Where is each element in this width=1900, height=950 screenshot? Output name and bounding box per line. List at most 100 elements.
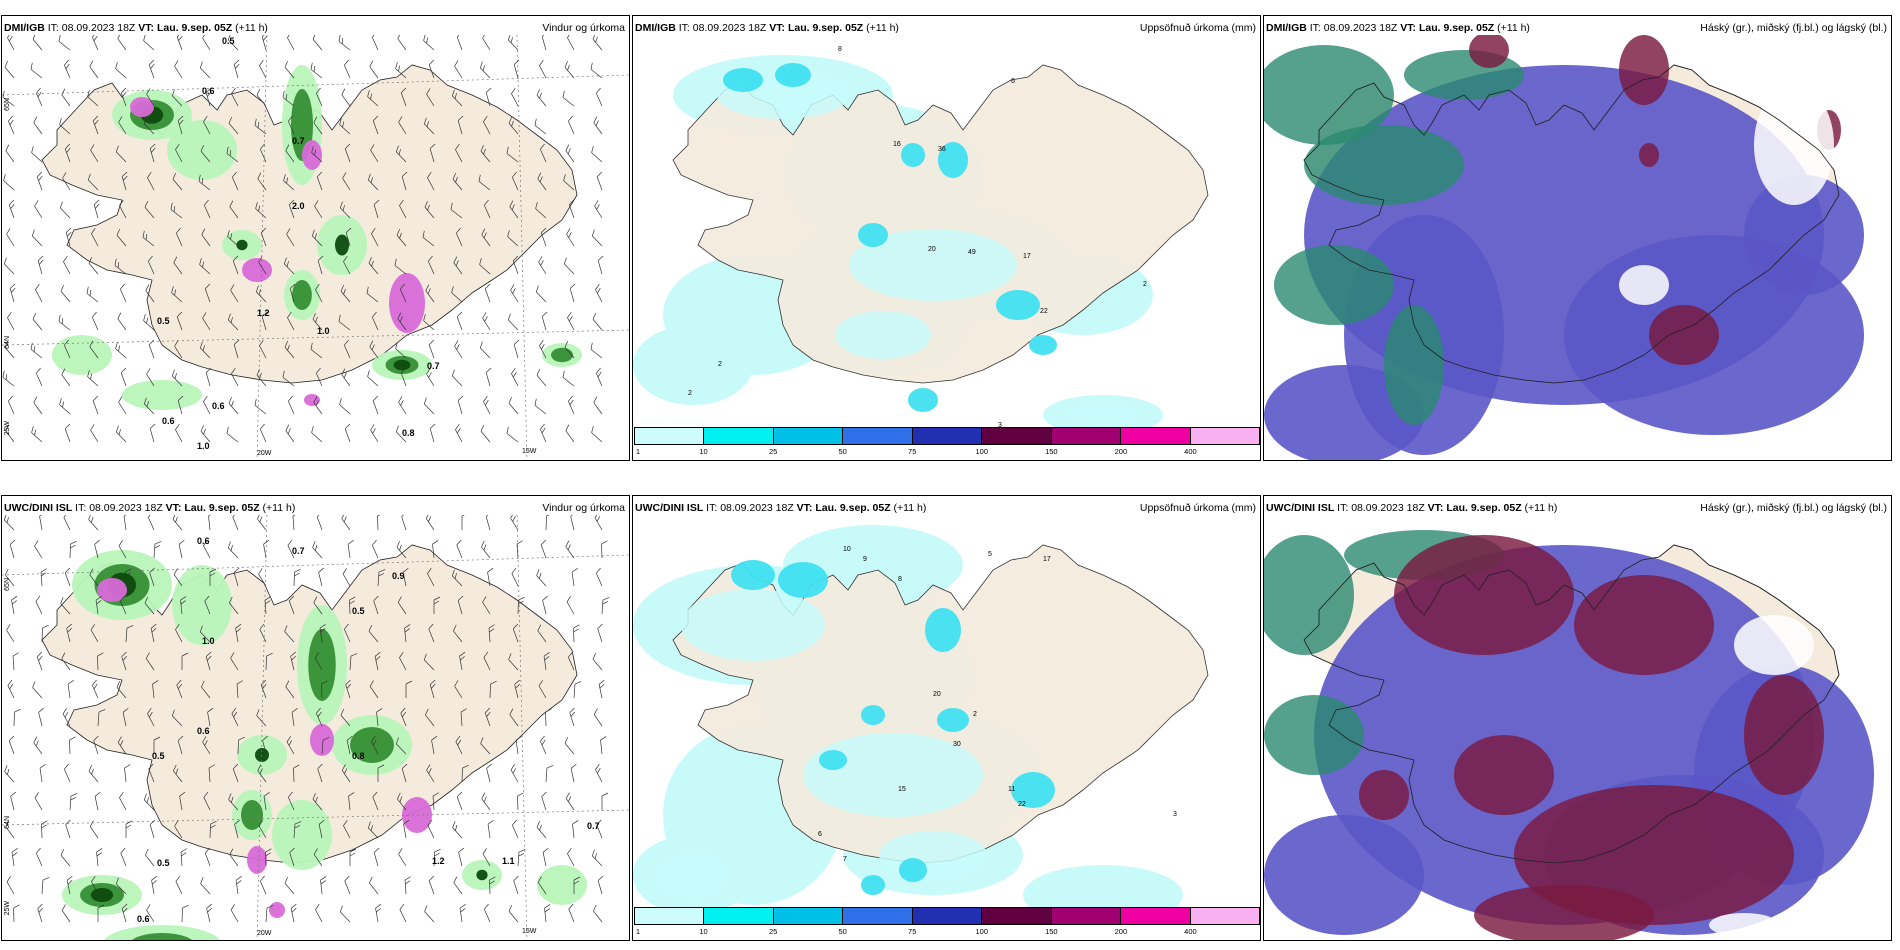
wind-barb-feather bbox=[401, 763, 408, 769]
wind-barb bbox=[200, 424, 211, 443]
wind-barb bbox=[345, 679, 352, 699]
wind-barb bbox=[143, 793, 155, 811]
wind-barb-feather bbox=[456, 311, 463, 318]
wind-barb bbox=[254, 398, 267, 415]
wind-barb-feather bbox=[592, 652, 596, 660]
wind-barb bbox=[121, 171, 128, 191]
wind-barb bbox=[202, 35, 211, 51]
wind-barb-feather bbox=[597, 287, 601, 294]
accum-precip-area bbox=[731, 560, 775, 590]
legend-color-swatch bbox=[704, 908, 774, 924]
wind-barb bbox=[425, 708, 435, 727]
wind-barb bbox=[143, 117, 155, 135]
wind-barb-shaft bbox=[371, 545, 379, 559]
model-source: UWC/DINI ISL bbox=[635, 502, 704, 514]
wind-barb-feather bbox=[149, 567, 155, 573]
wind-barb-feather bbox=[397, 312, 402, 319]
wind-barb-feather bbox=[395, 145, 399, 153]
wind-barb-shaft bbox=[482, 601, 491, 615]
wind-barb-feather bbox=[349, 596, 356, 601]
wind-barb-feather bbox=[93, 199, 100, 205]
wind-barb bbox=[202, 736, 211, 755]
lead-time: (+11 h) bbox=[262, 502, 296, 514]
wind-barb-shaft bbox=[200, 347, 211, 359]
wind-barb-shaft bbox=[150, 628, 155, 643]
wind-barb-shaft bbox=[397, 602, 407, 615]
wind-barb-feather bbox=[480, 424, 484, 432]
wind-barb-shaft bbox=[424, 123, 435, 135]
wind-barb bbox=[510, 284, 519, 303]
wind-barb-feather bbox=[233, 339, 240, 345]
wind-barb-feather bbox=[367, 90, 370, 97]
wind-barb-feather bbox=[366, 286, 369, 294]
wind-barb-feather bbox=[284, 60, 288, 68]
wind-barb-feather bbox=[339, 398, 342, 405]
wind-barb bbox=[395, 145, 407, 163]
wind-barb-feather bbox=[590, 342, 593, 350]
wind-barb-feather bbox=[292, 515, 299, 517]
wind-barb-feather bbox=[512, 288, 516, 294]
wind-barb bbox=[259, 143, 267, 163]
accum-precip-map bbox=[633, 515, 1260, 940]
wind-barb-feather bbox=[288, 791, 293, 798]
wind-barb-shaft bbox=[201, 686, 211, 699]
wind-barb bbox=[399, 199, 407, 219]
wind-barb-shaft bbox=[454, 345, 463, 359]
wind-barb-feather bbox=[573, 624, 580, 629]
wind-barb bbox=[452, 172, 463, 191]
wind-barb-feather bbox=[235, 623, 242, 629]
model-source: UWC/DINI ISL bbox=[1266, 502, 1335, 514]
wind-barb-feather bbox=[594, 853, 597, 859]
accum-value-label: 22 bbox=[1040, 308, 1048, 315]
wind-barb-shaft bbox=[151, 880, 155, 895]
wind-barb-feather bbox=[67, 627, 72, 633]
wind-barb-feather bbox=[182, 904, 189, 909]
wind-barb-feather bbox=[401, 711, 407, 717]
wind-barb-feather bbox=[404, 624, 411, 629]
wind-barb bbox=[208, 515, 215, 531]
wind-barb-shaft bbox=[284, 263, 295, 275]
wind-barb-feather bbox=[199, 258, 202, 265]
wind-barb bbox=[340, 284, 351, 303]
wind-barb bbox=[423, 314, 435, 331]
accum-value-label: 20 bbox=[933, 691, 941, 698]
wind-barb-shaft bbox=[6, 629, 15, 643]
wind-barb-feather bbox=[287, 344, 290, 351]
wind-barb bbox=[402, 567, 409, 587]
wind-barb-feather bbox=[483, 115, 488, 122]
wind-barb-feather bbox=[314, 200, 319, 207]
wind-barb-shaft bbox=[125, 628, 128, 643]
wind-barb-shaft bbox=[565, 798, 575, 811]
legend-color-swatch bbox=[912, 428, 983, 444]
wind-barb-shaft bbox=[453, 262, 463, 275]
wind-barb bbox=[509, 708, 519, 727]
precip-area bbox=[255, 748, 269, 762]
wind-barb bbox=[35, 595, 43, 615]
wind-barb-feather bbox=[210, 824, 216, 829]
wind-barb-feather bbox=[537, 876, 542, 883]
wind-barb bbox=[39, 764, 46, 783]
wind-barb-feather bbox=[208, 515, 215, 517]
wind-barb bbox=[235, 623, 242, 643]
wind-barb-feather bbox=[481, 540, 485, 548]
wind-barb-shaft bbox=[202, 317, 211, 331]
wind-barb-feather bbox=[236, 880, 242, 885]
wind-barb-shaft bbox=[36, 176, 43, 191]
wind-barb-feather bbox=[61, 88, 66, 95]
wind-barb bbox=[511, 87, 519, 107]
wind-barb-feather bbox=[374, 651, 381, 657]
wind-barb-shaft bbox=[90, 429, 99, 443]
wind-barb bbox=[318, 819, 325, 839]
wind-barb bbox=[485, 87, 492, 107]
wind-barb-shaft bbox=[208, 768, 211, 783]
wind-barb bbox=[90, 144, 99, 163]
wind-barb bbox=[265, 652, 273, 671]
wind-barb-feather bbox=[312, 312, 316, 320]
wind-barb bbox=[456, 311, 463, 331]
wind-barb-shaft bbox=[485, 372, 491, 387]
wind-barb-shaft bbox=[200, 67, 211, 79]
wind-barb-feather bbox=[116, 228, 120, 236]
wind-barb-shaft bbox=[509, 206, 519, 219]
wind-barb bbox=[488, 624, 495, 643]
wind-barb-shaft bbox=[62, 177, 71, 191]
